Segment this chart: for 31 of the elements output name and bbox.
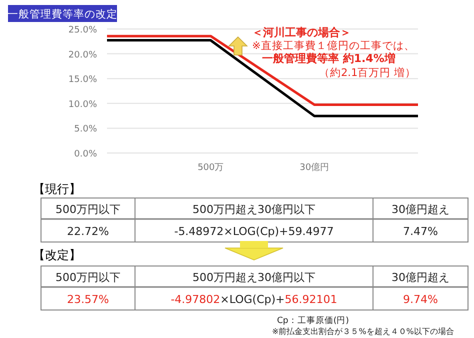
text: 500万円超え30億円以下 [192,203,316,216]
x-tick-label: 500万 [198,163,224,173]
annotation: ※直接工事費１億円の工事では、 [252,39,415,52]
annotation: （約2.1百万円 増） [318,66,416,79]
text: -4.97802 [170,293,220,306]
text: ※前払金支出割合が３５%を超え４０%以下の場合 [272,327,454,336]
text: Cp：工事原価(円) [277,315,349,326]
text: ×LOG(Cp)+ [220,293,285,306]
text: -5.48972×LOG(Cp)+59.4977 [174,225,334,238]
text: 500万円以下 [56,203,120,216]
y-tick-label: 20.0% [68,50,98,60]
text: 500万円超え30億円以下 [192,271,316,284]
text: 56.92101 [284,293,338,306]
text: 23.57% [67,293,109,306]
text: 7.47% [403,225,438,238]
chart-title: 一般管理費等率の改定 [8,8,118,20]
text: 【現行】 [33,182,81,196]
y-tick-label: 25.0% [68,26,98,36]
y-tick-label: 10.0% [68,100,98,110]
y-tick-label: 0.0% [74,150,98,160]
annotation: ＜河川工事の場合＞ [252,26,351,39]
text: 30億円超え [392,203,450,216]
text: 30億円超え [392,271,450,284]
annotation: 一般管理費等率 約1.4%増 [262,52,396,65]
x-tick-label: 30億円 [300,162,330,173]
text: 【改定】 [33,248,81,262]
y-tick-label: 15.0% [68,75,98,86]
text: 500万円以下 [56,271,120,284]
text: 22.72% [67,225,109,238]
text: 9.74% [403,293,438,306]
y-tick-label: 5.0% [74,124,98,135]
